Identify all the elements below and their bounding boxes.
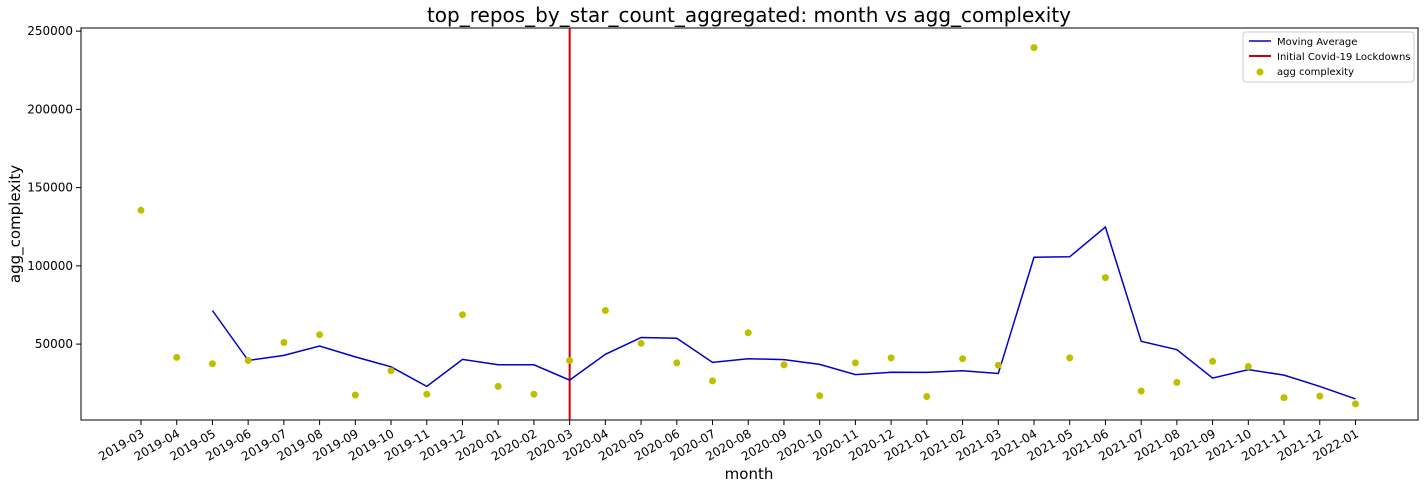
y-axis-title: agg_complexity	[6, 165, 25, 283]
agg-complexity-point	[923, 393, 931, 400]
moving-average-line	[211, 225, 1356, 400]
legend: Moving Average Initial Covid-19 Lockdown…	[1242, 31, 1415, 83]
agg-complexity-point	[994, 361, 1002, 369]
x-axis-title: month	[725, 465, 774, 483]
chart-title: top_repos_by_star_count_aggregated: mont…	[427, 3, 1071, 27]
agg-complexity-point	[1352, 400, 1359, 408]
agg-complexity-point	[1173, 378, 1181, 386]
agg-complexity-point	[1316, 392, 1324, 400]
plot-area-frame	[80, 27, 1419, 421]
agg-complexity-point	[244, 357, 252, 364]
agg-complexity-point	[173, 353, 181, 361]
agg-complexity-point	[566, 357, 574, 364]
agg-complexity-point	[1137, 387, 1145, 395]
agg-complexity-point	[1101, 274, 1109, 282]
agg-complexity-point	[1066, 354, 1074, 362]
agg-complexity-point	[1244, 363, 1252, 370]
agg-complexity-point	[780, 361, 788, 369]
legend-frame	[1242, 31, 1415, 83]
agg-complexity-point	[351, 391, 359, 399]
y-tick-label: 250000	[27, 24, 73, 38]
agg-complexity-point	[601, 307, 609, 314]
y-tick-label: 150000	[27, 181, 73, 195]
agg-complexity-point	[1030, 44, 1038, 52]
agg-complexity-point	[1209, 357, 1217, 365]
agg-complexity-point	[959, 355, 967, 363]
agg-complexity-point	[887, 354, 895, 362]
series-layer	[137, 28, 1359, 420]
x-axis: 2019-032019-042019-052019-062019-072019-…	[96, 420, 1361, 464]
agg-complexity-point	[673, 359, 681, 367]
agg-complexity-point	[459, 311, 466, 319]
legend-agg-complexity-label: agg complexity	[1277, 67, 1354, 78]
agg-complexity-point	[816, 392, 824, 400]
agg-complexity-point	[316, 331, 324, 339]
legend-agg-complexity-swatch	[1256, 68, 1264, 76]
agg-complexity-point	[1280, 394, 1288, 402]
y-axis: 50000 100000 150000 200000 250000	[27, 24, 81, 351]
agg-complexity-point	[280, 339, 288, 346]
agg-complexity-point	[423, 390, 431, 398]
agg-complexity-point	[137, 206, 145, 214]
agg-complexity-point	[494, 382, 502, 390]
legend-moving-average-label: Moving Average	[1277, 37, 1357, 48]
legend-covid-lockdown-label: Initial Covid-19 Lockdowns	[1277, 52, 1411, 63]
agg-complexity-point	[851, 359, 859, 367]
agg-complexity-point	[208, 360, 216, 368]
y-tick-label: 100000	[27, 259, 73, 273]
agg-complexity-point	[530, 390, 538, 398]
agg-complexity-point	[709, 377, 716, 385]
agg-complexity-point	[387, 367, 395, 375]
agg-complexity-point	[637, 339, 645, 347]
agg-complexity-point	[744, 329, 752, 337]
y-tick-label: 50000	[35, 337, 73, 351]
y-tick-label: 200000	[27, 102, 73, 116]
